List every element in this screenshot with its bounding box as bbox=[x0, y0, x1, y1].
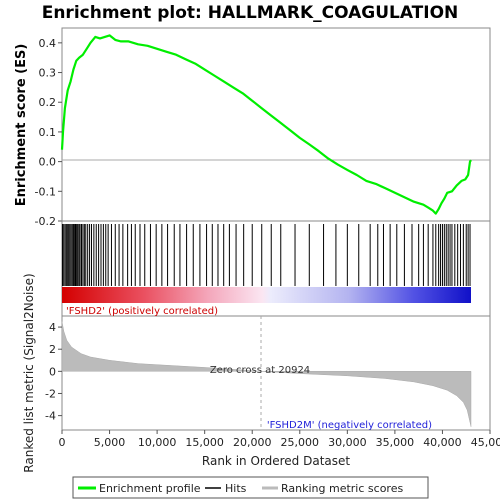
x-tick-label: 5,000 bbox=[94, 436, 126, 449]
metric-y-tick-label: 2 bbox=[49, 343, 56, 356]
x-tick-label: 10,000 bbox=[138, 436, 177, 449]
ranking-heat-bar bbox=[62, 287, 471, 303]
es-y-tick-label: -0.2 bbox=[35, 215, 56, 228]
es-y-tick-label: 0.4 bbox=[39, 37, 57, 50]
enrichment-profile-line bbox=[60, 34, 472, 215]
es-plot-area bbox=[61, 27, 491, 222]
positive-correlation-label: 'FSHD2' (positively correlated) bbox=[66, 306, 218, 317]
es-y-axis-label: Enrichment score (ES) bbox=[14, 44, 29, 207]
legend: Enrichment profile Hits Ranking metric s… bbox=[72, 476, 429, 499]
hits-panel bbox=[61, 220, 491, 317]
metric-y-tick-label: -4 bbox=[45, 410, 56, 423]
x-tick-label: 45,000 bbox=[471, 436, 500, 449]
hit-marks bbox=[61, 224, 471, 286]
legend-hits-label: Hits bbox=[225, 482, 247, 495]
x-tick-label: 25,000 bbox=[281, 436, 320, 449]
metric-y-ticks: -4 -2 0 2 4 bbox=[45, 321, 62, 423]
es-y-tick-label: 0.2 bbox=[39, 96, 57, 109]
x-tick-label: 30,000 bbox=[328, 436, 367, 449]
es-y-tick-label: 0.1 bbox=[39, 126, 57, 139]
x-tick-label: 40,000 bbox=[423, 436, 462, 449]
metric-y-axis-label: Ranked list metric (Signal2Noise) bbox=[22, 273, 36, 472]
legend-enrichment-label: Enrichment profile bbox=[99, 482, 201, 495]
chart-title: Enrichment plot: HALLMARK_COAGULATION bbox=[42, 3, 459, 23]
es-y-tick-label: 0.3 bbox=[39, 67, 57, 80]
ranking-metric-area bbox=[61, 321, 472, 427]
metric-y-tick-label: 4 bbox=[49, 321, 56, 334]
x-tick-label: 35,000 bbox=[376, 436, 415, 449]
negative-correlation-label: 'FSHD2M' (negatively correlated) bbox=[267, 420, 432, 431]
legend-box bbox=[72, 476, 429, 499]
es-y-ticks: -0.2 -0.1 0.0 0.1 0.2 0.3 0.4 bbox=[35, 37, 62, 228]
x-axis-label: Rank in Ordered Dataset bbox=[202, 454, 350, 468]
es-y-tick-label: -0.1 bbox=[35, 185, 56, 198]
x-tick-label: 0 bbox=[59, 436, 66, 449]
metric-y-tick-label: -2 bbox=[45, 387, 56, 400]
zero-cross-label: Zero cross at 20924 bbox=[210, 365, 310, 376]
x-axis-ticks: 0 5,000 10,000 15,000 20,000 25,000 30,000 35,0… bbox=[59, 430, 500, 449]
x-tick-label: 15,000 bbox=[185, 436, 224, 449]
legend-metric-label: Ranking metric scores bbox=[281, 482, 403, 495]
es-y-tick-label: 0.0 bbox=[39, 156, 57, 169]
metric-y-tick-label: 0 bbox=[49, 365, 56, 378]
es-panel: -0.2 -0.1 0.0 0.1 0.2 0.3 0.4 Enrichment score… bbox=[14, 27, 491, 228]
x-tick-label: 20,000 bbox=[233, 436, 272, 449]
metric-panel: -4 -2 0 2 4 Zero cross at 20924 'FSHD2' (pos… bbox=[22, 273, 491, 473]
